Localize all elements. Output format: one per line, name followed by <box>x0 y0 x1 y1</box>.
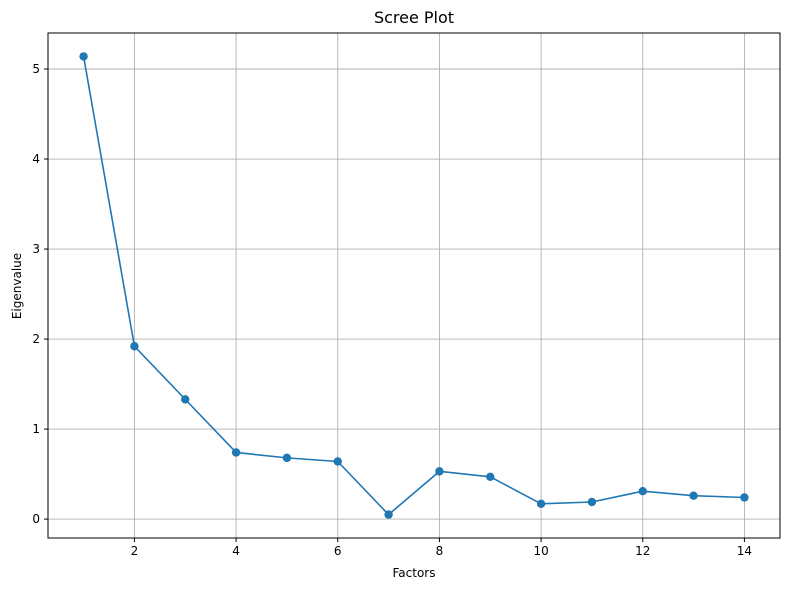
y-tick-label: 3 <box>32 242 40 256</box>
x-tick-label: 8 <box>436 544 444 558</box>
data-point <box>333 457 342 466</box>
plot-area-frame <box>47 32 781 539</box>
y-tick-label: 5 <box>32 62 40 76</box>
data-point <box>384 510 393 519</box>
series-layer <box>79 52 749 519</box>
x-tick-label: 10 <box>533 544 548 558</box>
data-point <box>231 448 241 457</box>
x-tick-label: 6 <box>334 544 342 558</box>
grid-layer <box>48 33 780 538</box>
data-point <box>587 497 597 507</box>
data-point <box>130 342 139 351</box>
y-tick-label: 2 <box>32 332 40 346</box>
y-tick-label: 4 <box>32 152 40 166</box>
x-tick-label: 12 <box>635 544 650 558</box>
data-point <box>282 453 292 463</box>
chart-title: Scree Plot <box>374 8 454 27</box>
data-point <box>536 499 546 508</box>
data-point <box>689 491 698 500</box>
data-point <box>486 472 495 481</box>
data-point <box>638 486 647 496</box>
data-point <box>181 395 190 404</box>
y-tick-label: 1 <box>32 422 40 436</box>
x-axis-label: Factors <box>393 566 436 580</box>
data-point <box>79 52 88 61</box>
data-point <box>740 493 749 502</box>
y-tick-label: 0 <box>32 512 40 526</box>
x-tick-label: 4 <box>232 544 240 558</box>
x-tick-label: 2 <box>131 544 139 558</box>
y-axis-label: Eigenvalue <box>10 253 24 319</box>
eigenvalue-line <box>82 56 745 516</box>
x-tick-label: 14 <box>737 544 752 558</box>
data-point <box>435 467 444 476</box>
